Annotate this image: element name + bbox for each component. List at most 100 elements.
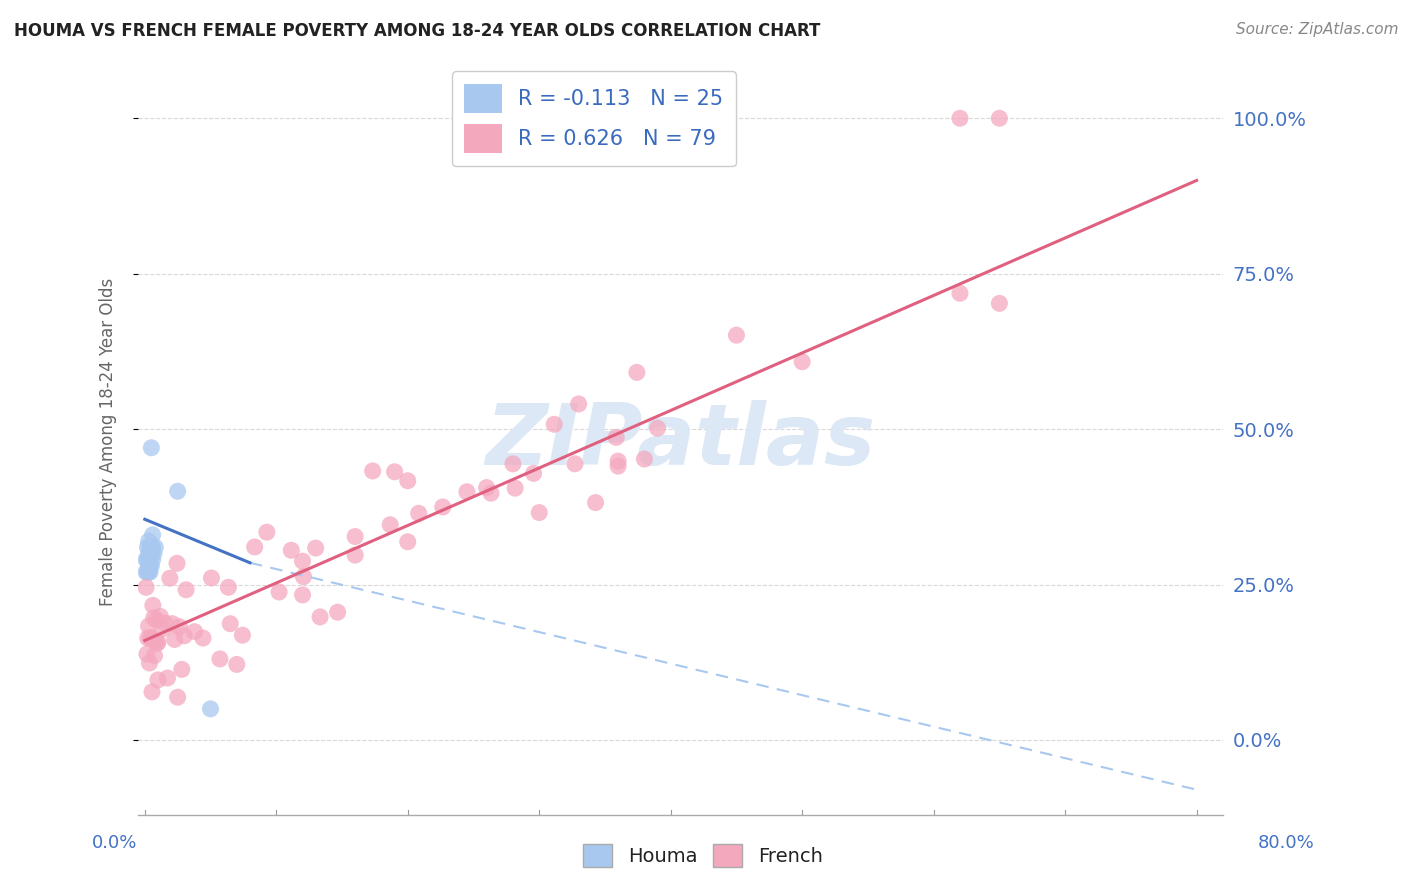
Point <box>136 631 159 645</box>
Point <box>174 582 197 597</box>
Point <box>380 517 402 532</box>
Point <box>564 457 586 471</box>
Point <box>145 613 167 627</box>
Point <box>344 548 367 562</box>
Point <box>142 611 165 625</box>
Point <box>291 588 314 602</box>
Point <box>139 546 162 560</box>
Point <box>136 647 159 661</box>
Point <box>159 571 181 585</box>
Point <box>142 599 165 613</box>
Point <box>305 541 328 555</box>
Point <box>138 558 160 573</box>
Point <box>138 552 160 566</box>
Text: 0.0%: 0.0% <box>91 834 136 852</box>
Point <box>217 580 239 594</box>
Point <box>162 616 184 631</box>
Point <box>309 610 332 624</box>
Point <box>143 648 166 663</box>
Point <box>138 619 160 633</box>
Point <box>585 495 607 509</box>
Point <box>141 441 163 455</box>
Text: Source: ZipAtlas.com: Source: ZipAtlas.com <box>1236 22 1399 37</box>
Point <box>988 112 1011 126</box>
Point <box>138 534 160 549</box>
Point <box>142 540 165 554</box>
Point <box>135 565 157 579</box>
Point <box>326 605 349 619</box>
Point <box>607 454 630 468</box>
Point <box>725 328 748 343</box>
Point <box>344 530 367 544</box>
Point <box>396 534 419 549</box>
Point <box>633 452 655 467</box>
Point <box>432 500 454 514</box>
Text: ZIPatlas: ZIPatlas <box>485 400 876 483</box>
Point <box>143 540 166 554</box>
Point <box>141 685 163 699</box>
Y-axis label: Female Poverty Among 18-24 Year Olds: Female Poverty Among 18-24 Year Olds <box>100 277 117 606</box>
Point <box>149 609 172 624</box>
Point <box>988 296 1011 310</box>
Point <box>166 556 188 570</box>
Point <box>169 620 191 634</box>
Point <box>219 616 242 631</box>
Point <box>138 565 160 579</box>
Point <box>225 657 247 672</box>
Point <box>256 525 278 540</box>
Legend: Houma, French: Houma, French <box>575 836 831 875</box>
Point <box>291 554 314 568</box>
Point <box>138 656 160 670</box>
Point <box>135 552 157 566</box>
Point <box>141 546 163 560</box>
Point <box>523 467 546 481</box>
Point <box>408 506 430 520</box>
Point <box>605 430 627 444</box>
Point <box>502 457 524 471</box>
Point <box>139 631 162 645</box>
Point <box>136 552 159 566</box>
Point <box>141 540 163 554</box>
Legend: R = -0.113   N = 25, R = 0.626   N = 79: R = -0.113 N = 25, R = 0.626 N = 79 <box>451 71 735 166</box>
Point <box>166 690 188 705</box>
Point <box>143 546 166 560</box>
Point <box>136 565 159 579</box>
Point <box>139 540 162 554</box>
Point <box>200 702 222 716</box>
Point <box>191 631 214 645</box>
Point <box>166 484 188 499</box>
Point <box>529 506 551 520</box>
Point <box>243 540 266 554</box>
Point <box>135 580 157 594</box>
Point <box>163 632 186 647</box>
Point <box>792 355 814 369</box>
Point <box>152 622 174 636</box>
Text: HOUMA VS FRENCH FEMALE POVERTY AMONG 18-24 YEAR OLDS CORRELATION CHART: HOUMA VS FRENCH FEMALE POVERTY AMONG 18-… <box>14 22 821 40</box>
Point <box>142 552 165 566</box>
Point <box>138 546 160 560</box>
Point <box>170 662 193 676</box>
Point <box>231 628 253 642</box>
Point <box>292 569 315 583</box>
Point <box>156 671 179 685</box>
Point <box>145 634 167 648</box>
Point <box>503 481 526 495</box>
Text: 80.0%: 80.0% <box>1258 834 1315 852</box>
Point <box>607 459 630 474</box>
Point <box>475 481 498 495</box>
Point <box>141 558 163 573</box>
Point <box>208 652 231 666</box>
Point <box>141 631 163 645</box>
Point <box>280 543 302 558</box>
Point <box>183 624 205 639</box>
Point <box>479 486 502 500</box>
Point <box>361 464 384 478</box>
Point <box>543 417 565 432</box>
Point <box>267 585 290 599</box>
Point <box>146 636 169 650</box>
Point <box>142 528 165 542</box>
Point <box>146 673 169 687</box>
Point <box>153 616 176 631</box>
Point <box>568 397 591 411</box>
Point <box>949 286 972 301</box>
